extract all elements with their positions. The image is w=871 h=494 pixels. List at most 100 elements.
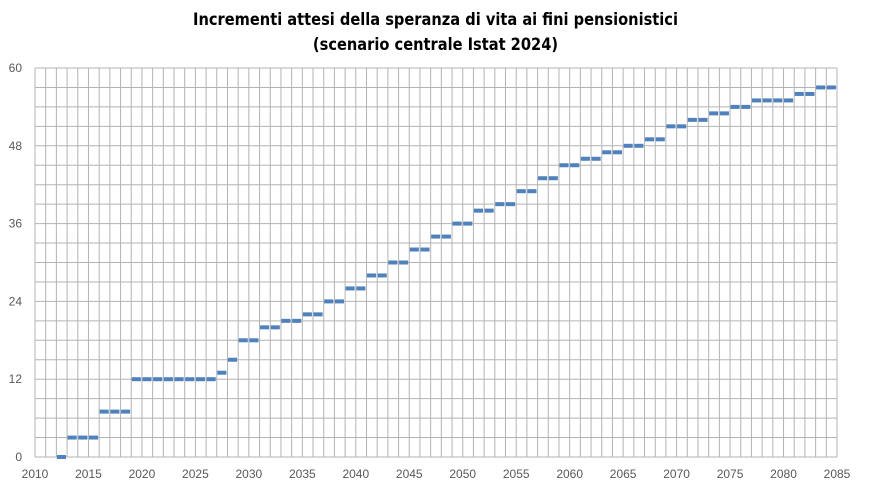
y-tick-label: 60 [9,61,23,75]
data-point [292,318,302,323]
x-tick-label: 2015 [75,467,102,481]
data-point [826,85,836,90]
data-point [88,435,99,440]
data-point [784,98,794,103]
data-point [67,435,77,440]
data-point [324,299,334,304]
data-point [484,208,494,213]
x-tick-label: 2080 [770,467,797,481]
chart-title-line1: Incrementi attesi della speranza di vita… [193,10,678,30]
x-tick-label: 2040 [342,467,369,481]
data-point [655,137,665,142]
data-point [345,286,355,291]
data-point [377,273,387,278]
data-point [356,286,366,291]
data-point [238,338,248,343]
data-point [281,318,291,323]
data-point [580,156,590,161]
grid [34,67,838,458]
data-point [677,124,687,129]
data-point [516,189,526,194]
x-tick-label: 2055 [503,467,530,481]
y-tick-label: 0 [15,450,22,464]
x-tick-label: 2025 [182,467,209,481]
data-series [56,85,836,459]
data-point [452,221,462,226]
data-point [174,377,184,382]
x-tick-label: 2020 [129,467,156,481]
data-point [260,325,270,330]
data-point [698,117,708,122]
data-point [334,299,345,304]
x-tick-label: 2050 [449,467,476,481]
data-point [612,150,623,155]
data-point [56,455,66,459]
data-point [805,91,815,96]
data-point [559,163,569,168]
data-point [527,189,537,194]
x-tick-label: 2030 [236,467,263,481]
data-point [302,312,312,317]
data-point [142,377,152,382]
data-point [399,260,409,265]
data-point [548,176,558,181]
data-point [110,409,120,414]
data-point [366,273,377,278]
data-point [249,338,259,343]
data-point [666,124,676,129]
data-point [495,202,505,207]
data-point [409,247,419,252]
y-tick-label: 48 [9,139,23,153]
data-point [762,98,772,103]
data-point [816,85,826,90]
data-point [153,377,163,382]
data-point [687,117,697,122]
data-point [206,377,216,382]
y-tick-label: 12 [9,372,23,386]
data-point [591,156,601,161]
data-point [623,143,633,148]
data-point [131,377,141,382]
data-point [441,234,451,239]
data-point [602,150,612,155]
data-point [99,409,109,414]
data-point [634,143,644,148]
data-point [121,409,131,414]
data-point [388,260,398,265]
x-tick-label: 2045 [396,467,423,481]
data-point [741,104,751,109]
data-point [506,202,516,207]
x-tick-label: 2010 [22,467,49,481]
data-point [313,312,323,317]
chart-title-line2: (scenario centrale Istat 2024) [312,35,559,55]
y-tick-label: 24 [9,294,23,308]
data-point [538,176,548,181]
y-tick-label: 36 [9,217,23,231]
data-point [570,163,580,168]
data-point [773,98,783,103]
x-tick-label: 2035 [289,467,316,481]
x-tick-label: 2075 [717,467,744,481]
x-tick-label: 2065 [610,467,637,481]
data-point [751,98,762,103]
data-point [730,104,740,109]
data-point [195,377,205,382]
data-point [431,234,441,239]
data-point [78,435,88,440]
data-point [217,370,227,375]
data-point [719,111,729,116]
data-point [185,377,195,382]
x-tick-label: 2060 [556,467,583,481]
data-point [473,208,484,213]
x-tick-label: 2085 [824,467,851,481]
data-point [463,221,473,226]
data-point [420,247,430,252]
data-point [709,111,719,116]
data-point [163,377,173,382]
data-point [645,137,655,142]
axes: 2010 2015 2020 2025 2030 2035 2040 2045 2050 2055… [9,61,851,481]
data-point [270,325,280,330]
data-point [227,357,238,362]
x-tick-label: 2070 [663,467,690,481]
